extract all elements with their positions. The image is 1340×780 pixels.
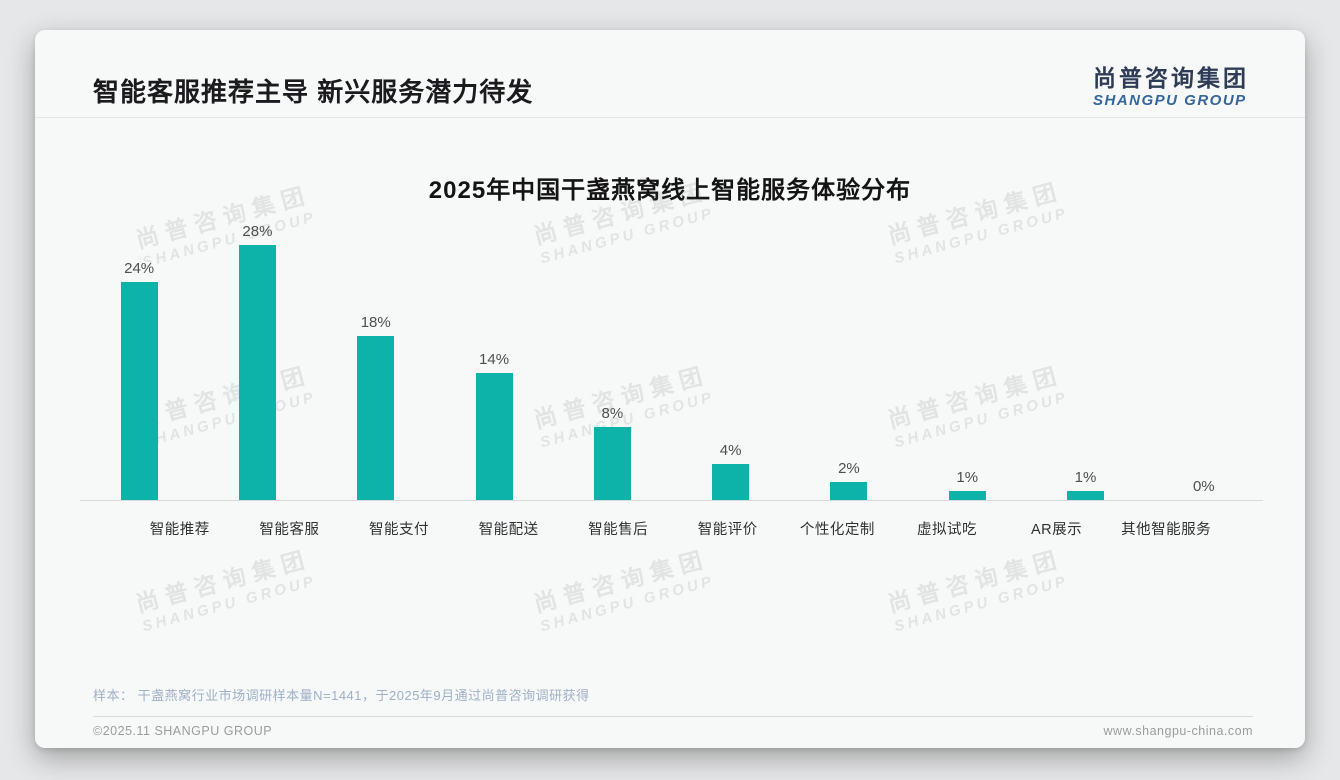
bar-value-label: 14% (479, 350, 510, 368)
chart-plot: 24% 28% 18% 14% 8% (80, 213, 1263, 501)
x-axis-labels: 智能推荐 智能客服 智能支付 智能配送 智能售后 智能评价 个性化定制 虚拟试吃… (80, 501, 1263, 539)
bar (593, 427, 631, 500)
x-axis-label: 智能售后 (588, 522, 649, 538)
page-title: 智能客服推荐主导 新兴服务潜力待发 (93, 77, 534, 107)
x-axis-label: AR展示 (1030, 522, 1083, 538)
slide-card: 智能客服推荐主导 新兴服务潜力待发 尚普咨询集团 SHANGPU GROUP 尚… (35, 30, 1305, 748)
bar (357, 336, 395, 500)
bar-column: 1% (1026, 469, 1144, 500)
bar (712, 463, 750, 500)
x-axis-label: 智能配送 (478, 522, 539, 538)
bar-column: 1% (908, 469, 1026, 500)
spacer (35, 539, 1305, 685)
company-logo: 尚普咨询集团 SHANGPU GROUP (1093, 65, 1249, 110)
x-axis-label: 智能支付 (368, 522, 429, 538)
bar-column: 14% (435, 351, 553, 500)
bar-column: 28% (198, 223, 316, 500)
bar-value-label: 24% (124, 259, 155, 277)
bar-value-label: 1% (956, 468, 979, 486)
x-axis-label: 智能客服 (259, 522, 320, 538)
slide-footer: ©2025.11 SHANGPU GROUP www.shangpu-china… (93, 716, 1253, 748)
bar-column: 2% (790, 460, 908, 500)
bar-column: 18% (317, 314, 435, 500)
bar (830, 481, 868, 500)
bar-value-label: 4% (719, 441, 742, 459)
x-axis-label: 智能推荐 (149, 522, 210, 538)
sample-note: 样本： 干盏燕窝行业市场调研样本量N=1441，于2025年9月通过尚普咨询调研… (93, 688, 590, 703)
bar (1067, 490, 1105, 500)
x-axis-label: 其他智能服务 (1121, 522, 1212, 538)
x-axis-label: 虚拟试吃 (916, 522, 977, 538)
bar-column: 0% (1145, 478, 1263, 500)
bar (475, 372, 513, 500)
bar-value-label: 28% (242, 223, 273, 241)
bar-value-label: 2% (838, 459, 860, 477)
x-axis-label: 智能评价 (697, 522, 758, 538)
bar-value-label: 8% (601, 405, 624, 423)
bar (948, 490, 986, 500)
footer-website: www.shangpu-china.com (1103, 724, 1253, 738)
slide-header: 智能客服推荐主导 新兴服务潜力待发 尚普咨询集团 SHANGPU GROUP (35, 30, 1305, 118)
bar-chart: 2025年中国干盏燕窝线上智能服务体验分布 24% 28% 18% 14% (35, 118, 1305, 539)
bar-column: 4% (671, 442, 789, 500)
bar-value-label: 1% (1074, 468, 1097, 486)
logo-english-text: SHANGPU GROUP (1093, 92, 1247, 110)
bar-value-label: 18% (360, 314, 391, 332)
bar-column: 24% (80, 260, 198, 500)
logo-chinese-text: 尚普咨询集团 (1093, 65, 1249, 91)
chart-title: 2025年中国干盏燕窝线上智能服务体验分布 (428, 177, 912, 204)
bar-column: 8% (553, 405, 671, 500)
bar (238, 245, 276, 500)
bar (120, 281, 158, 500)
footer-copyright: ©2025.11 SHANGPU GROUP (93, 724, 273, 738)
chart-plot-area: 24% 28% 18% 14% 8% (35, 213, 1305, 539)
x-axis-label: 个性化定制 (799, 522, 875, 538)
bar-value-label: 0% (1192, 478, 1215, 495)
